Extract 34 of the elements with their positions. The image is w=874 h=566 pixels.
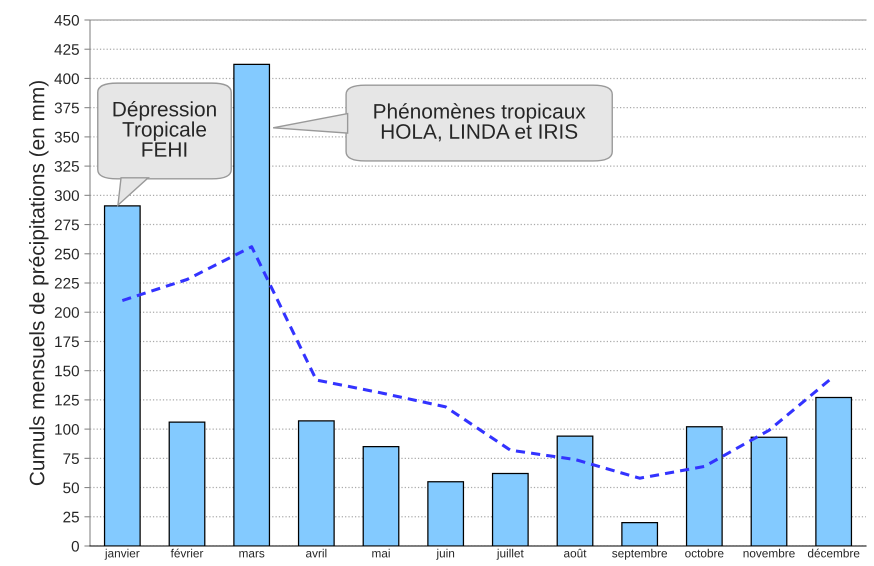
x-tick-label: octobre: [685, 548, 724, 558]
y-tick-label: 300: [54, 190, 79, 202]
x-tick-label: janvier: [104, 548, 140, 560]
y-tick-label: 125: [55, 394, 79, 406]
y-tick-label: 75: [63, 453, 79, 464]
y-tick-label: 0: [72, 540, 79, 552]
x-tick-label: septembre: [612, 548, 668, 560]
y-tick-label: 375: [54, 102, 79, 114]
y-tick-label: 200: [54, 307, 79, 318]
y-tick-label: 225: [54, 278, 79, 289]
y-tick-label: 100: [55, 424, 79, 435]
y-tick-label: 250: [54, 248, 79, 260]
annotation: Dépression Tropicale FEHI: [114, 100, 216, 157]
x-tick-label: juin: [436, 548, 454, 560]
x-tick-label: août: [564, 548, 586, 558]
x-tick-label: mars: [239, 550, 264, 558]
x-tick-label: juillet: [496, 548, 524, 560]
y-tick-label: 175: [55, 336, 79, 348]
y-axis-title: Cumuls mensuels de précipitations (en mm): [28, 81, 49, 486]
annotation: Phénomènes tropicaux HOLA, LINDA et IRIS: [374, 103, 586, 142]
y-tick-label: 275: [54, 219, 79, 230]
y-tick-label: 50: [63, 482, 79, 494]
y-tick-label: 350: [54, 132, 79, 143]
x-tick-label: novembre: [744, 548, 795, 558]
x-tick-label: mai: [372, 548, 390, 558]
y-tick-label: 425: [54, 44, 79, 55]
y-tick-label: 400: [54, 73, 79, 84]
y-tick-label: 325: [54, 160, 79, 172]
y-tick-label: 450: [54, 14, 79, 26]
y-tick-label: 150: [55, 366, 79, 376]
x-tick-label: décembre: [808, 548, 860, 558]
x-tick-label: février: [170, 548, 204, 558]
y-tick-label: 25: [63, 512, 79, 522]
x-tick-label: avril: [306, 548, 326, 558]
